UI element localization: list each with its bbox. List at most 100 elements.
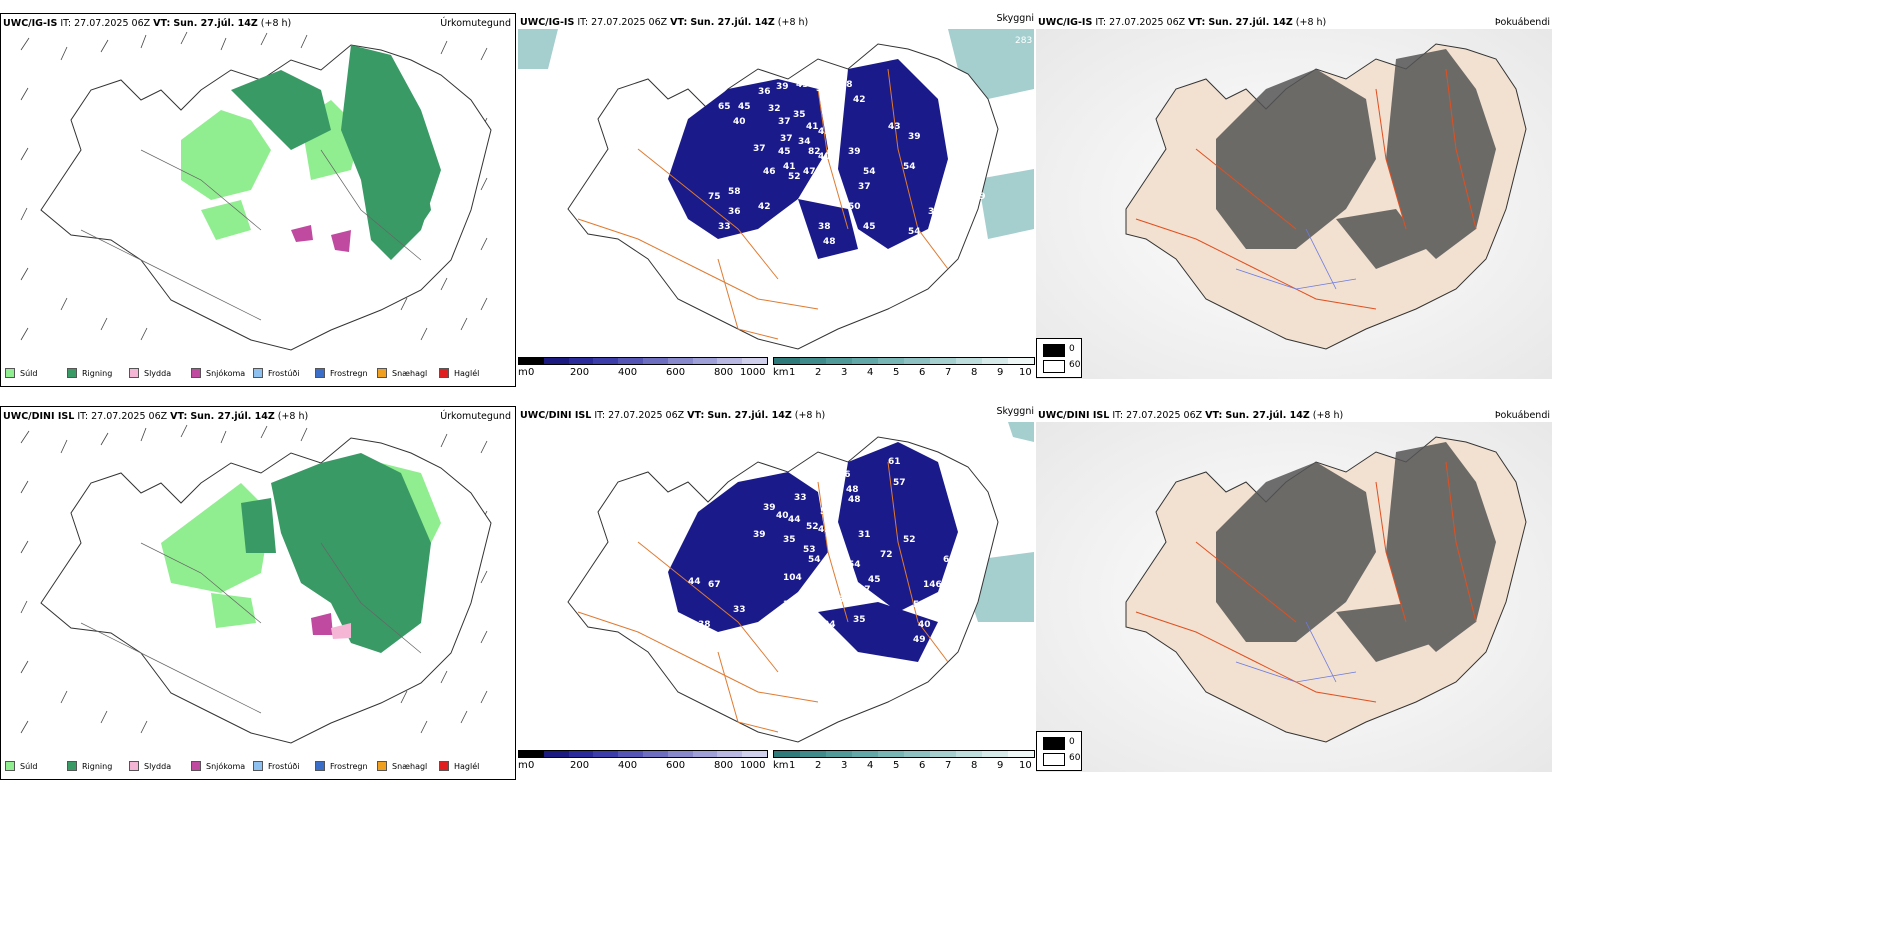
- cloud-base-label: 42: [758, 202, 771, 212]
- low-visibility-area: [518, 29, 1034, 239]
- corner-cloud-value: 283: [1015, 36, 1032, 46]
- tick-label: 400: [618, 760, 638, 771]
- cloud-base-label: 45: [738, 102, 751, 112]
- cloud-base-label: 40: [776, 511, 789, 521]
- legend-swatch: [253, 368, 263, 378]
- legend-swatch: [1043, 344, 1065, 357]
- legend-swatch: [5, 761, 15, 771]
- light-rain-area: [161, 463, 441, 628]
- colorbar-segment: [930, 358, 956, 364]
- colorbar-segment: [1008, 751, 1034, 757]
- cloud-base-label: 37: [778, 117, 791, 127]
- panel-title: Skyggni: [996, 13, 1034, 24]
- cloud-base-label: 54: [863, 167, 876, 177]
- tick-label: 1000: [740, 760, 766, 771]
- colorbar-segment: [1008, 358, 1034, 364]
- cloud-base-label: 40: [918, 620, 931, 630]
- cloud-base-label: 53: [803, 545, 816, 555]
- tick-label: 5: [893, 760, 900, 771]
- legend-swatch: [191, 761, 201, 771]
- panel-header: UWC/DINI ISL IT: 27.07.2025 06Z VT: Sun.…: [520, 410, 826, 421]
- cloud-base-label: 40: [733, 117, 746, 127]
- tick-label: 8: [971, 367, 978, 378]
- cloud-base-label: 61: [888, 457, 901, 467]
- roads: [80, 149, 422, 321]
- colorbar-segment: [618, 358, 643, 364]
- precip-legend: Súld Rigning Slydda Snjókoma Frostúði Fr…: [5, 366, 501, 380]
- cloud-base-label: 45: [778, 147, 791, 157]
- legend-swatch: [1043, 753, 1065, 766]
- cloud-base-label: 37: [780, 134, 793, 144]
- cloud-base-label: 52: [818, 565, 831, 575]
- cloud-base-label: 52: [788, 172, 801, 182]
- cloud-base-label: 38: [818, 222, 831, 232]
- cloud-base-label: 45: [863, 222, 876, 232]
- cloud-base-label: 54: [808, 555, 821, 565]
- roads: [1135, 68, 1477, 310]
- tick-label: 6: [919, 760, 926, 771]
- cloud-base-label: 54: [848, 560, 861, 570]
- colorbar-segment: [930, 751, 956, 757]
- tick-label: 9: [997, 760, 1004, 771]
- low-cloud-area: [668, 59, 948, 259]
- legend-swatch: [439, 761, 449, 771]
- tick-label: 1: [789, 367, 796, 378]
- colorbar-segment: [904, 358, 930, 364]
- tick-label: 1000: [740, 367, 766, 378]
- cloud-base-label: 36: [728, 207, 741, 217]
- panel-header: UWC/DINI ISL IT: 27.07.2025 06Z VT: Sun.…: [1038, 410, 1344, 421]
- precip-map: [20, 424, 492, 744]
- cloud-base-label: 146: [923, 580, 942, 590]
- colorbar-segment: [593, 358, 619, 364]
- cloud-base-label: 35: [783, 600, 796, 610]
- legend-swatch: [67, 368, 77, 378]
- colorbar-segment: [878, 751, 904, 757]
- cloud-base-label: 39: [816, 84, 829, 94]
- tick-label: 5: [893, 367, 900, 378]
- legend-item: Haglél: [439, 759, 501, 773]
- visibility-colorbar: km 1 2 3 4 5 6 7 8 9 10: [773, 750, 1035, 780]
- colorbar-segment: [904, 751, 930, 757]
- cloud-base-label: 43: [796, 80, 809, 90]
- legend-item: Slydda: [129, 366, 191, 380]
- cloud-base-visibility-panel-top: UWC/IG-IS IT: 27.07.2025 06Z VT: Sun. 27…: [518, 13, 1035, 387]
- cloud-base-label: 35: [783, 535, 796, 545]
- unit-label: km: [773, 760, 789, 771]
- cloud-base-label: 75: [708, 192, 721, 202]
- panel-title: Skyggni: [996, 406, 1034, 417]
- legend-item: Frostregn: [315, 759, 377, 773]
- fog-indicator-panel-bottom: UWC/DINI ISL IT: 27.07.2025 06Z VT: Sun.…: [1036, 406, 1552, 780]
- cloud-base-label: 82: [808, 147, 821, 157]
- colorbar-segment: [618, 751, 643, 757]
- cloud-base-label: 69: [973, 192, 986, 202]
- cloud-base-label: 69: [943, 555, 956, 565]
- legend-swatch: [253, 761, 263, 771]
- heavy-rain-area: [231, 45, 441, 260]
- cloud-base-colorbar: m 0 200 400 600 800 1000: [518, 750, 768, 780]
- cloud-base-label: 33: [733, 605, 746, 615]
- cloud-base-label: 37: [858, 182, 871, 192]
- cloud-base-label: 51: [913, 600, 926, 610]
- cloud-base-label: 39: [776, 82, 789, 92]
- panel-title: Úrkomutegund: [440, 411, 511, 422]
- precip-type-panel-top: UWC/IG-IS IT: 27.07.2025 06Z VT: Sun. 27…: [0, 13, 516, 387]
- legend-swatch: [1043, 360, 1065, 373]
- cloud-base-label: 39: [908, 132, 921, 142]
- cloud-base-label: 48: [846, 485, 859, 495]
- tick-label: 600: [666, 367, 686, 378]
- tick-label: 10: [1019, 367, 1032, 378]
- cloud-base-label: 58: [728, 187, 741, 197]
- legend-swatch: [315, 368, 325, 378]
- legend-swatch: [129, 368, 139, 378]
- legend-swatch: [315, 761, 325, 771]
- cloud-base-label: 54: [908, 227, 921, 237]
- unit-label: km: [773, 367, 789, 378]
- colorbar-segment: [774, 751, 800, 757]
- colorbar-segment: [692, 358, 718, 364]
- legend-item: Haglél: [439, 366, 501, 380]
- tick-label: 3: [841, 367, 848, 378]
- cloud-base-colorbar: m 0 200 400 600 800 1000: [518, 357, 768, 387]
- cloud-base-label: 39: [823, 498, 836, 508]
- snow-area: [311, 613, 333, 635]
- tick-label: 0: [528, 760, 535, 771]
